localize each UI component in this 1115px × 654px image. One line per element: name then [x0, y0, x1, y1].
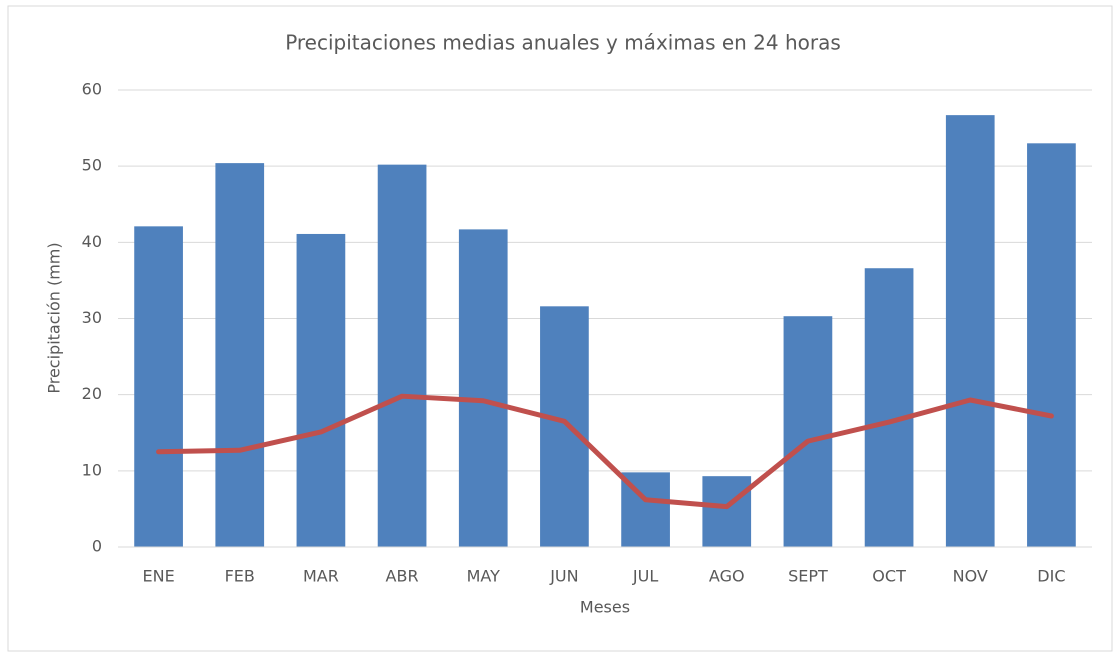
x-tick-label: AGO: [709, 567, 745, 586]
x-tick-label: SEPT: [788, 567, 828, 586]
y-axis-label: Precipitación (mm): [45, 242, 64, 393]
x-tick-label: OCT: [872, 567, 906, 586]
x-tick-label: NOV: [953, 567, 988, 586]
x-tick-label: ABR: [386, 567, 419, 586]
bar: [540, 306, 589, 547]
x-tick-label: FEB: [225, 567, 255, 586]
chart-title: Precipitaciones medias anuales y máximas…: [285, 31, 841, 55]
bar: [702, 476, 752, 547]
bar: [458, 229, 508, 547]
x-tick-label: ENE: [142, 567, 174, 586]
y-tick-label: 50: [82, 156, 102, 175]
y-tick-label: 20: [82, 384, 102, 403]
x-tick-label: JUN: [549, 567, 578, 586]
x-tick-label: DIC: [1037, 567, 1065, 586]
x-tick-label: MAR: [303, 567, 339, 586]
y-tick-label: 60: [82, 80, 102, 99]
bar: [377, 164, 427, 548]
bar: [1027, 143, 1076, 548]
bar: [783, 316, 833, 547]
y-tick-label: 30: [82, 308, 102, 327]
line: [156, 393, 1054, 510]
bar: [864, 268, 914, 547]
x-axis-label: Meses: [580, 598, 630, 617]
y-tick-label: 10: [82, 460, 102, 479]
x-tick-label: MAY: [467, 567, 501, 586]
bar: [296, 233, 346, 547]
bar: [945, 115, 995, 547]
y-tick-label: 40: [82, 232, 102, 251]
y-tick-label: 0: [92, 537, 102, 556]
x-tick-label: JUL: [632, 567, 658, 586]
bar: [215, 163, 265, 547]
bar: [134, 226, 183, 548]
